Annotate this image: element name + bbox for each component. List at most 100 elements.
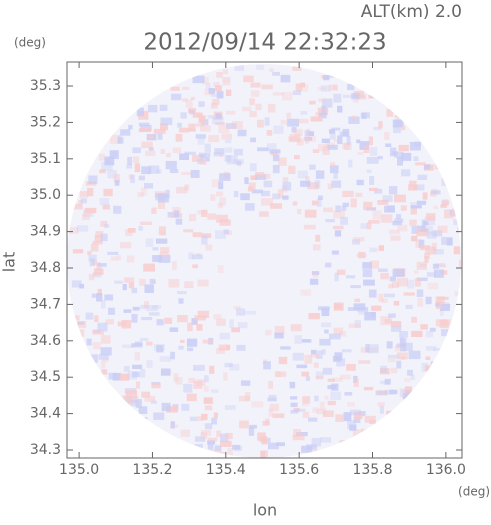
field-patch [219, 332, 230, 340]
field-patch [177, 315, 188, 323]
field-patch [457, 227, 461, 234]
field-patch [399, 338, 407, 347]
field-patch [212, 98, 220, 105]
field-patch [138, 175, 145, 181]
field-patch [100, 300, 106, 309]
field-patch [92, 341, 101, 350]
field-patch [105, 319, 114, 325]
field-patch [394, 151, 404, 158]
field-patch [201, 235, 208, 245]
field-patch [214, 148, 225, 155]
y-tick-label: 34.7 [30, 296, 61, 312]
field-patch [192, 264, 199, 269]
field-patch [180, 339, 185, 343]
field-patch [150, 400, 158, 404]
field-patch [250, 137, 256, 143]
field-patch [67, 227, 79, 234]
field-patch [301, 371, 310, 377]
field-patch [140, 304, 147, 310]
field-patch [342, 143, 350, 150]
field-patch [293, 128, 303, 137]
field-patch [108, 307, 116, 315]
y-tick-label: 34.6 [30, 333, 61, 349]
field-patch [386, 341, 393, 349]
field-patch [349, 424, 357, 431]
field-patch [300, 111, 308, 115]
field-patch [128, 396, 139, 404]
field-patch [225, 344, 231, 350]
field-patch [434, 249, 444, 255]
field-patch [354, 298, 360, 303]
field-patch [87, 251, 92, 255]
field-patch [216, 348, 225, 354]
field-patch [250, 90, 260, 97]
field-patch [343, 412, 352, 422]
field-patch [151, 207, 157, 214]
field-patch [321, 322, 332, 328]
field-patch [328, 129, 335, 134]
field-patch [132, 156, 140, 164]
field-patch [315, 350, 323, 359]
field-patch [399, 388, 406, 398]
field-patch [100, 220, 108, 227]
field-patch [251, 401, 264, 408]
field-patch [432, 230, 443, 237]
field-patch [266, 143, 277, 151]
field-patch [198, 115, 206, 123]
field-patch [344, 142, 352, 151]
field-patch [357, 152, 364, 156]
field-patch [205, 244, 213, 251]
field-patch [424, 252, 431, 259]
field-patch [141, 141, 153, 149]
field-patch [405, 304, 413, 310]
field-patch [153, 343, 165, 351]
field-patch [410, 236, 418, 241]
field-patch [182, 98, 188, 102]
field-patch [138, 406, 148, 414]
field-patch [272, 154, 280, 162]
field-patch [123, 277, 135, 283]
field-patch [434, 162, 440, 170]
field-patch [156, 319, 164, 326]
field-patch [303, 224, 316, 230]
field-patch [224, 362, 233, 368]
field-patch [353, 303, 366, 310]
field-patch [204, 157, 210, 162]
field-patch [99, 169, 106, 174]
field-patch [385, 143, 392, 148]
field-patch [85, 312, 94, 320]
field-patch [166, 152, 171, 158]
field-patch [351, 115, 356, 121]
field-patch [79, 191, 89, 198]
field-patch [282, 195, 289, 200]
field-patch [379, 368, 390, 375]
field-patch [387, 358, 396, 363]
field-patch [191, 254, 203, 260]
field-patch [145, 150, 156, 157]
field-patch [332, 445, 342, 452]
field-patch [365, 343, 370, 353]
field-patch [407, 369, 413, 376]
field-patch [175, 133, 183, 142]
field-patch [374, 188, 383, 194]
field-patch [333, 327, 344, 335]
field-patch [380, 214, 393, 223]
field-patch [315, 375, 324, 380]
field-patch [366, 169, 372, 173]
field-patch [120, 129, 131, 136]
field-patch [347, 402, 355, 407]
field-patch [272, 413, 285, 418]
field-patch [221, 133, 232, 140]
field-patch [263, 361, 271, 370]
field-patch [197, 210, 209, 215]
field-patch [441, 178, 448, 186]
field-patch [400, 152, 412, 161]
field-patch [261, 190, 271, 197]
field-patch [211, 417, 217, 425]
field-patch [339, 331, 347, 337]
field-patch [361, 112, 367, 119]
field-patch [372, 210, 382, 220]
field-patch [188, 252, 194, 260]
field-patch [420, 228, 429, 232]
field-patch [214, 230, 226, 240]
